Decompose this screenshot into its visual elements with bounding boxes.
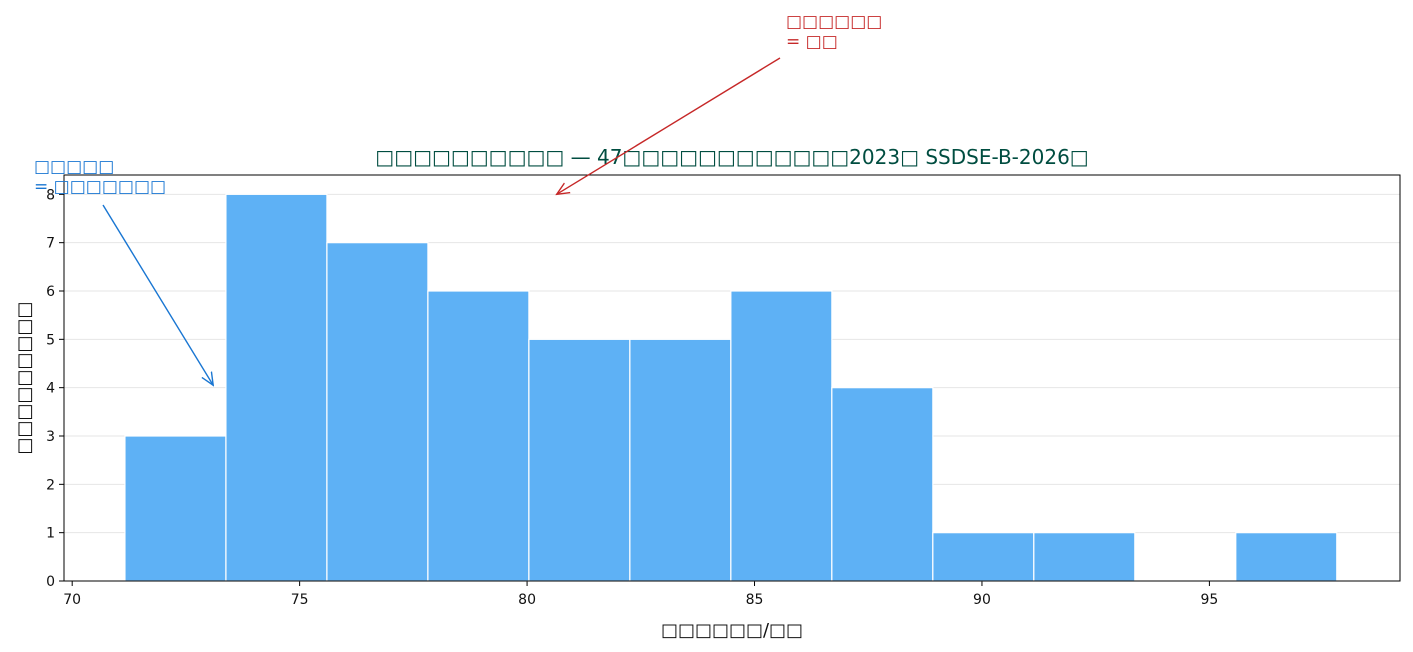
x-tick-label: 75 [291, 592, 309, 608]
y-tick-label: 8 [46, 187, 55, 203]
bar [326, 242, 429, 582]
x-axis-label: □□□□□□/□□ [661, 620, 803, 641]
y-tick-label: 5 [46, 332, 55, 348]
x-tick-label: 80 [518, 592, 536, 608]
bar [730, 290, 833, 582]
y-axis-label: □□□□□□□□□ [14, 301, 35, 454]
bar [629, 338, 732, 582]
chart-title: □□□□□□□□□□ — 47□□□□□□□□□□□□2023□ SSDSE-B… [375, 145, 1088, 169]
x-tick-label: 85 [746, 592, 764, 608]
bar [528, 338, 631, 582]
bar [1033, 532, 1136, 582]
annotation-text: □□□□□ [34, 157, 114, 177]
bar [932, 532, 1035, 582]
x-tick-label: 70 [63, 592, 81, 608]
y-tick-label: 4 [46, 381, 55, 397]
annotation-text: = □□□□□□□ [34, 177, 166, 197]
bar [831, 387, 934, 582]
bar [427, 290, 530, 582]
bar [124, 435, 227, 582]
annotation-text: = □□ [786, 32, 838, 52]
y-tick-label: 7 [46, 236, 55, 252]
plot-frame [63, 174, 1401, 582]
y-tick-label: 3 [46, 429, 55, 445]
y-tick-label: 1 [46, 526, 55, 542]
annotation-arrow [102, 204, 213, 385]
annotation-arrow [557, 57, 781, 194]
x-tick-label: 90 [973, 592, 991, 608]
x-tick-label: 95 [1200, 592, 1218, 608]
y-tick-label: 6 [46, 284, 55, 300]
annotation-text: □□□□□□ [786, 12, 882, 32]
y-tick-label: 2 [46, 477, 55, 493]
bar [225, 193, 328, 582]
bar [1235, 532, 1338, 582]
y-tick-label: 0 [46, 574, 55, 590]
